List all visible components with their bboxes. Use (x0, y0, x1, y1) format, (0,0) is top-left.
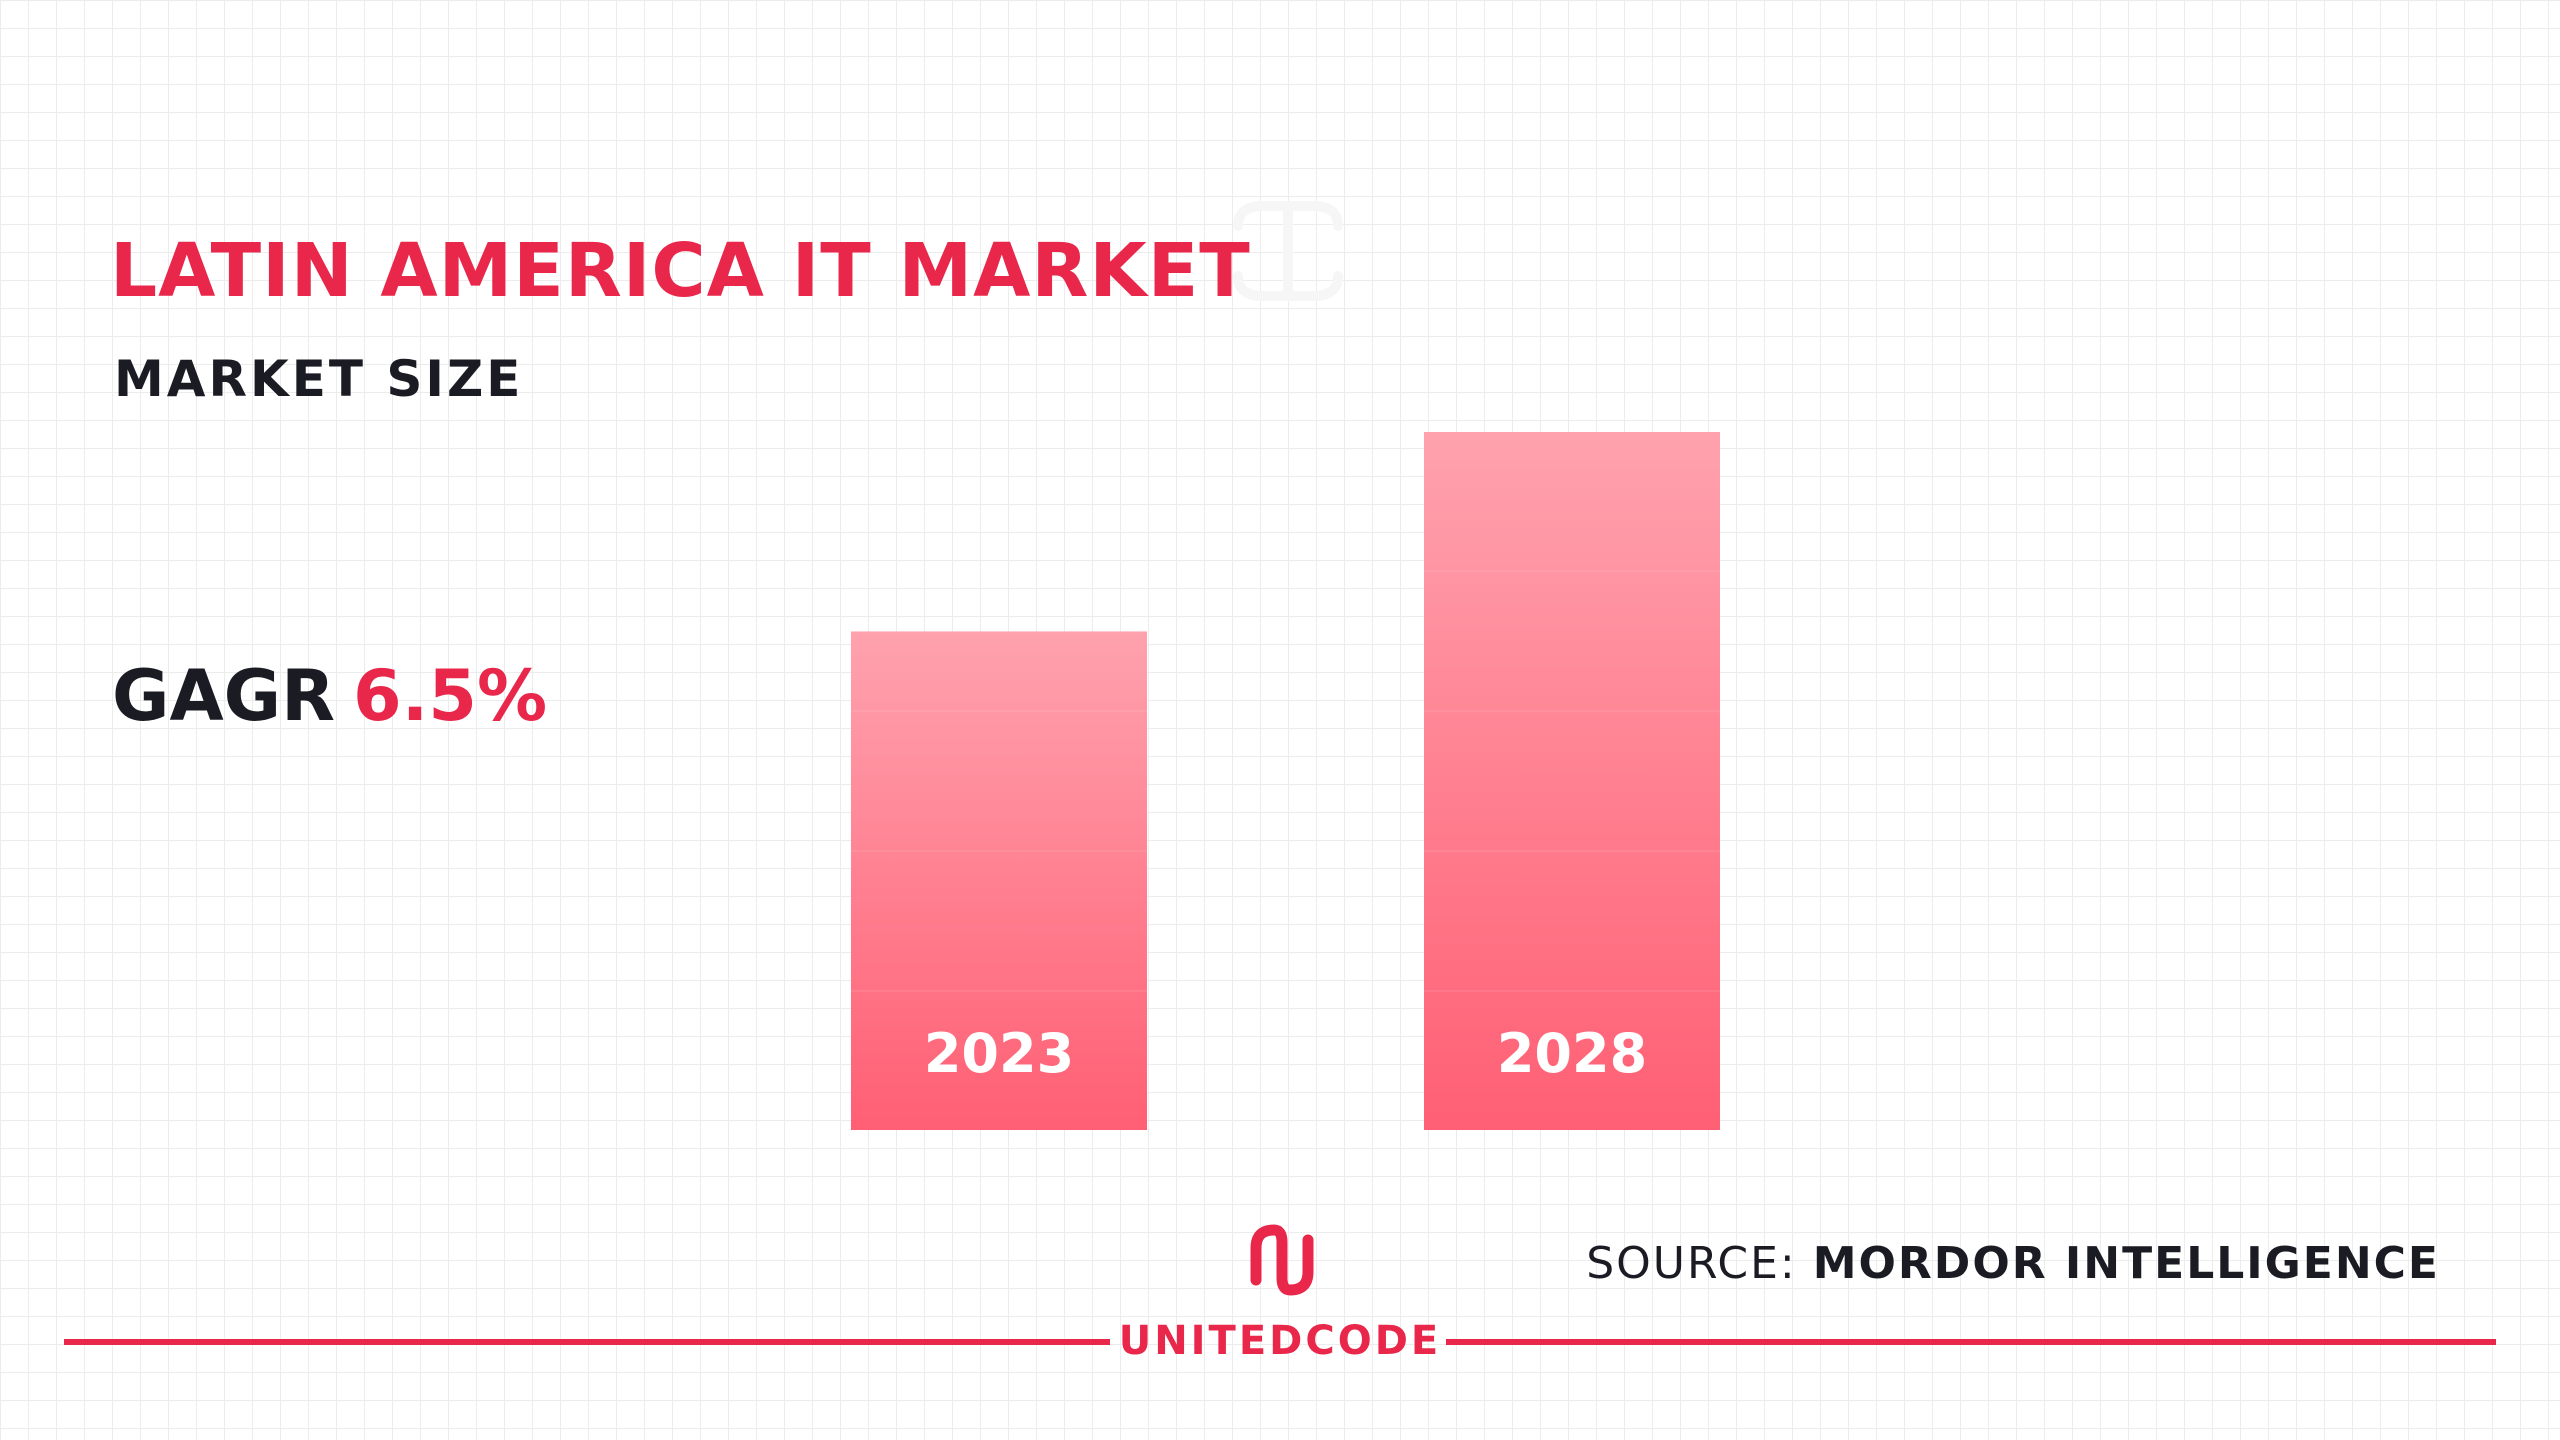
gagr-value: 6.5% (353, 655, 548, 737)
bar-band-line (851, 990, 1147, 992)
source-label: SOURCE: (1586, 1238, 1797, 1289)
gagr-label: GAGR (112, 655, 335, 737)
chart-title: LATIN AMERICA IT MARKET (110, 228, 1251, 314)
footer-rule-left (64, 1339, 1110, 1345)
bar-band-line (851, 710, 1147, 712)
bar-band-line (1424, 990, 1720, 992)
bar-band-line (1424, 710, 1720, 712)
source-name: MORDOR INTELLIGENCE (1812, 1238, 2440, 1289)
bar-category-label: 2023 (924, 1022, 1074, 1085)
bar-2023 (851, 631, 1147, 1130)
unitedcode-logo-icon (1250, 1224, 1314, 1296)
decorative-glyph-icon (1233, 201, 1343, 301)
source-credit: SOURCE: MORDOR INTELLIGENCE (1586, 1238, 2440, 1289)
gagr-annotation: GAGR 6.5% (112, 655, 547, 737)
bar-series: 2023 2028 (851, 432, 1720, 1130)
bar-band-line (1424, 850, 1720, 852)
footer-rule-right (1446, 1339, 2496, 1345)
brand-name: UNITEDCODE (1118, 1318, 1442, 1364)
bar-2028 (1424, 432, 1720, 1130)
bar-category-label: 2028 (1497, 1022, 1647, 1085)
chart-subtitle: MARKET SIZE (114, 350, 524, 408)
bar-band-line (851, 850, 1147, 852)
bar-band-line (1424, 570, 1720, 572)
